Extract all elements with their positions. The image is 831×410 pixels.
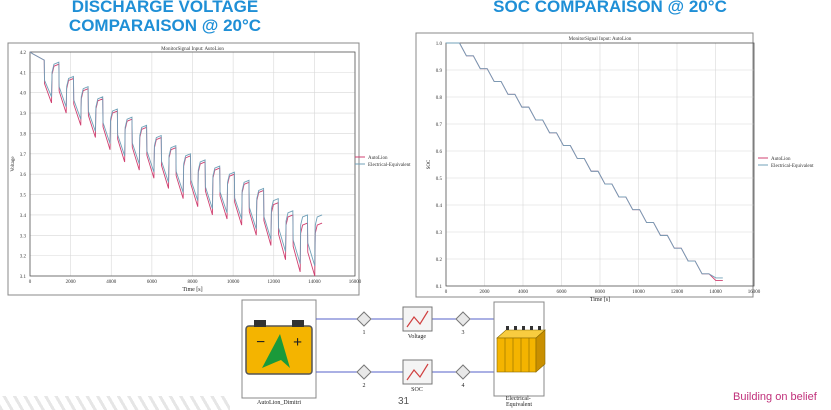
electrical-label-line2: Equivalent [506,402,532,408]
x-tick-label: 8000 [595,290,606,295]
battery-terminal-left [254,320,266,327]
x-tick-label: 6000 [557,290,568,295]
voltage-title-text: DISCHARGE VOLTAGE COMPARAISON @ 20°C [68,0,262,35]
node-4-label: 4 [462,383,465,389]
plot-area-border [445,42,755,287]
y-tick-label: 0.7 [436,123,443,128]
minus-icon: − [256,334,265,351]
x-tick-label: 12000 [268,280,281,285]
y-tick-label: 0.3 [436,231,443,236]
x-tick-label: 4000 [518,290,529,295]
x-tick-label: 2000 [66,280,77,285]
voltage-monitor-block[interactable]: Voltage [402,306,433,340]
battery-label: AutoLion_Dimitri [257,400,301,406]
x-tick-label: 4000 [106,280,117,285]
voltage-monitor-chart-icon [406,310,429,328]
autolion-logo-icon [262,334,290,368]
legend-entry: Electrical-Equivalent [368,163,411,168]
y-tick-label: 3.6 [20,173,27,178]
y-axis-label: SOC [427,159,432,169]
x-tick-label: 12000 [671,290,684,295]
node-1[interactable]: 1 [356,311,372,336]
y-tick-label: 3.1 [20,275,27,280]
series-line-autolion [29,51,323,277]
soc-monitor-label: SOC [411,387,423,393]
voltage-monitor-frame [402,306,433,332]
y-tick-label: 1.0 [436,42,443,47]
x-tick-label: 0 [29,280,32,285]
y-tick-label: 4.1 [20,71,27,76]
y-tick-label: 0.1 [436,285,443,290]
series-line-electrical-equivalent [29,51,323,266]
soc-monitor-frame [402,359,433,385]
node-2-diamond-icon [356,364,372,380]
chart-title: MonitorSignal Input: AutoLion [161,47,224,52]
x-axis-label: Time [s] [182,287,202,293]
electrical-cells-icon [496,326,546,373]
y-tick-label: 3.9 [20,112,27,117]
y-tick-label: 0.5 [436,177,443,182]
y-tick-label: 3.5 [20,194,27,199]
x-tick-label: 8000 [188,280,199,285]
y-tick-label: 0.8 [436,96,443,101]
node-4-diamond-icon [455,364,471,380]
soc-monitor-chart-icon [406,363,429,381]
node-3-diamond-icon [455,311,471,327]
y-tick-label: 4.0 [20,92,27,97]
x-tick-label: 10000 [632,290,645,295]
y-tick-label: 3.8 [20,132,27,137]
electrical-label: Electrical- Equivalent [506,396,533,408]
soc-monitor-block[interactable]: SOC [402,359,433,393]
x-tick-label: 16000 [349,280,362,285]
node-2-label: 2 [363,383,366,389]
page-number: 31 [398,396,410,407]
plus-icon: + [293,334,302,351]
y-tick-label: 0.4 [436,204,443,209]
x-axis-label: Time [s] [590,297,610,303]
y-axis-label: Voltage [11,156,16,172]
chart-frame [415,32,754,298]
series-line-electrical-equivalent [446,42,723,279]
x-tick-label: 2000 [480,290,491,295]
y-tick-label: 4.2 [20,51,27,56]
x-tick-label: 6000 [147,280,158,285]
node-2[interactable]: 2 [356,364,372,389]
electrical-label-line1: Electrical- [506,396,531,402]
y-tick-label: 3.7 [20,153,27,158]
x-tick-label: 10000 [227,280,240,285]
x-tick-label: 14000 [308,280,321,285]
node-1-diamond-icon [356,311,372,327]
legend-entry: Electrical-Equivalent [771,164,814,169]
y-tick-label: 3.4 [20,214,27,219]
x-tick-label: 16000 [748,290,761,295]
y-tick-label: 0.9 [436,69,443,74]
footer-pattern [0,396,230,410]
soc-title-text: SOC COMPARAISON @ 20°C [493,0,727,16]
legend-entry: AutoLion [771,157,791,162]
node-3[interactable]: 3 [455,311,471,336]
node-1-label: 1 [363,330,366,336]
voltage-chart-title: DISCHARGE VOLTAGE COMPARAISON @ 20°C [40,0,290,35]
y-tick-label: 3.2 [20,255,27,260]
y-tick-label: 0.2 [436,258,443,263]
y-tick-label: 0.6 [436,150,443,155]
x-tick-label: 14000 [709,290,722,295]
node-3-label: 3 [462,330,465,336]
node-4[interactable]: 4 [455,364,471,389]
legend-entry: AutoLion [368,156,388,161]
battery-terminal-right [292,320,304,327]
voltage-monitor-label: Voltage [408,334,427,340]
x-tick-label: 0 [445,290,448,295]
chart-title: MonitorSignal Input: AutoLion [569,37,632,42]
soc-chart-title: SOC COMPARAISON @ 20°C [460,0,760,16]
tagline: Building on belief [733,391,817,403]
y-tick-label: 3.3 [20,234,27,239]
